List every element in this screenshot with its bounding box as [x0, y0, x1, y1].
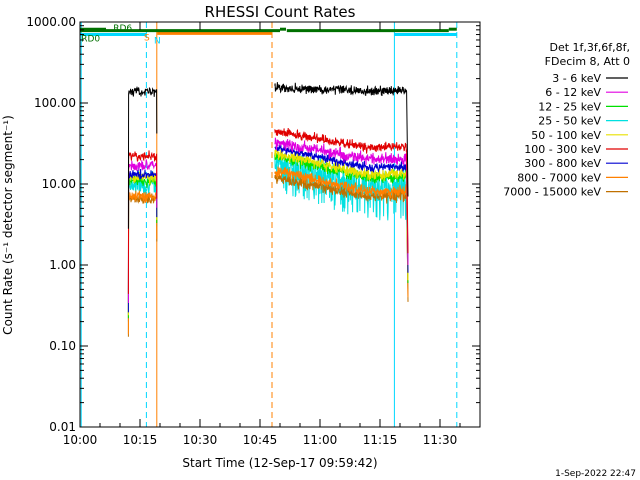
- series-line-seg2-100-300keV: [274, 127, 409, 254]
- series-line-seg1-300-800keV: [127, 168, 158, 313]
- legend-label-6: 300 - 800 keV: [524, 157, 601, 170]
- series-line-seg1-25-50keV: [127, 166, 158, 322]
- y-tick-label-3: 1.00: [49, 258, 76, 272]
- legend-label-2: 12 - 25 keV: [538, 100, 601, 113]
- series-line-seg1-6-12keV: [127, 159, 158, 304]
- legend-header-0: Det 1f,3f,6f,8f,: [549, 41, 630, 54]
- y-tick-label-5: 0.01: [49, 420, 76, 434]
- chart-title: RHESSI Count Rates: [205, 3, 356, 21]
- x-tick-label-0: 10:00: [63, 433, 98, 447]
- flag-label-s: S: [144, 34, 150, 44]
- y-axis-label: Count Rate (s⁻¹ detector segment⁻¹): [1, 115, 15, 335]
- legend-label-4: 50 - 100 keV: [531, 129, 601, 142]
- y-tick-label-2: 10.00: [42, 177, 76, 191]
- y-tick-label-1: 100.00: [34, 96, 76, 110]
- series-line-seg1-3-6keV: [127, 86, 158, 229]
- x-tick-label-3: 10:45: [243, 433, 278, 447]
- y-tick-label-0: 1000.00: [26, 15, 76, 29]
- legend-label-0: 3 - 6 keV: [552, 72, 601, 85]
- legend-header-1: FDecim 8, Att 0: [545, 55, 630, 68]
- plot-frame: [79, 21, 481, 428]
- legend-label-5: 100 - 300 keV: [524, 143, 601, 156]
- plot-area: S N RD0 RD6: [80, 22, 458, 427]
- x-tick-label-6: 11:30: [423, 433, 458, 447]
- x-axis-label: Start Time (12-Sep-17 09:59:42): [182, 456, 377, 470]
- y-tick-label-4: 0.10: [49, 339, 76, 353]
- x-tick-label-5: 11:15: [363, 433, 398, 447]
- x-axis: 10:00 10:15 10:30 10:45 11:00 11:15 11:30: [63, 22, 481, 447]
- flag-label-rd0: RD0: [81, 34, 100, 44]
- series-line-seg1-800-7000keV: [127, 190, 158, 335]
- legend-label-3: 25 - 50 keV: [538, 115, 601, 128]
- legend: Det 1f,3f,6f,8f,FDecim 8, Att 0 3 - 6 keV…: [503, 41, 630, 199]
- legend-label-7: 800 - 7000 keV: [517, 171, 601, 184]
- flag-label-rd6: RD6: [113, 24, 132, 34]
- series-line-seg2-300-800keV: [274, 145, 409, 273]
- series-line-seg2-3-6keV: [274, 82, 409, 197]
- series-line-seg2-800-7000keV: [274, 166, 409, 298]
- y-axis: 1000.00 100.00 10.00 1.00 0.10 0.01: [26, 15, 480, 434]
- x-tick-label-1: 10:15: [123, 433, 158, 447]
- x-tick-label-4: 11:00: [303, 433, 338, 447]
- series-line-seg1-100-300keV: [127, 150, 158, 294]
- flag-label-n: N: [154, 37, 161, 47]
- series-line-seg2-50-100keV: [274, 148, 409, 281]
- legend-label-1: 6 - 12 keV: [545, 86, 601, 99]
- series-line-seg1-7000-15000keV: [127, 193, 158, 337]
- footer-date: 1-Sep-2022 22:47: [555, 469, 636, 479]
- x-tick-label-2: 10:30: [183, 433, 218, 447]
- series-line-seg2-6-12keV: [274, 137, 409, 266]
- series-line-seg2-7000-15000keV: [274, 173, 409, 302]
- legend-label-8: 7000 - 15000 keV: [503, 186, 601, 199]
